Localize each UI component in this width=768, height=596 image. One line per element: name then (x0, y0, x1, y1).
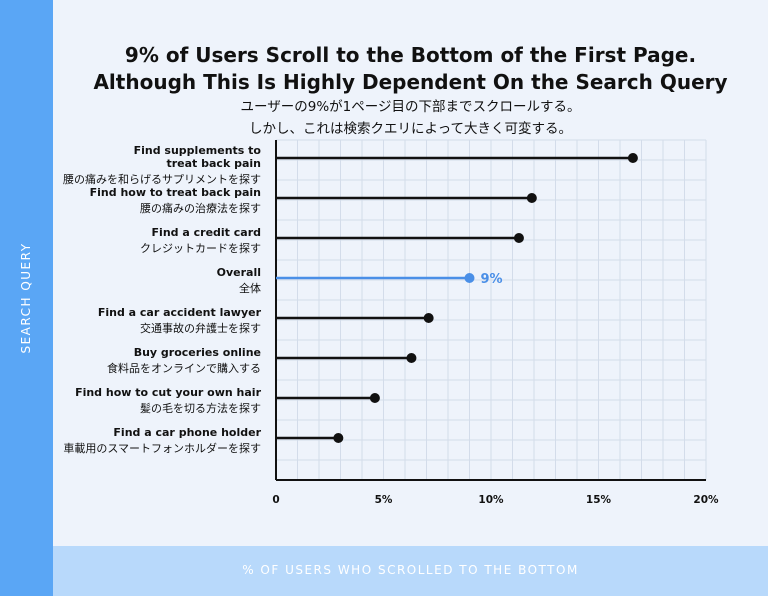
category-label-en: Find supplements to (133, 144, 261, 157)
x-axis-label: % OF USERS WHO SCROLLED TO THE BOTTOM (242, 563, 579, 577)
category-label-en: Find how to treat back pain (89, 186, 261, 199)
x-axis-band: % OF USERS WHO SCROLLED TO THE BOTTOM (53, 546, 768, 596)
category-label-ja: 腰の痛みの治療法を探す (140, 202, 261, 215)
x-tick-label: 15% (586, 494, 612, 506)
category-label-en: Find how to cut your own hair (75, 386, 261, 399)
chart-subtitle-line-2: しかし、これは検索クエリによって大きく可変する。 (249, 121, 572, 137)
category-label-ja: 交通事故の弁護士を探す (140, 322, 261, 335)
bar-dot (526, 193, 537, 203)
bar-dot (406, 353, 417, 363)
category-label-en: Overall (216, 266, 261, 279)
bar-dot (513, 233, 524, 243)
category-label-en: Buy groceries online (133, 346, 261, 359)
x-tick-label: 20% (693, 494, 719, 506)
bar-dot (369, 393, 380, 403)
chart-subtitle-line-1: ユーザーの9%が1ページ目の下部までスクロールする。 (240, 99, 581, 115)
category-label-ja: 全体 (239, 282, 261, 295)
x-tick-label: 5% (375, 494, 393, 506)
chart-title-line-1: 9% of Users Scroll to the Bottom of the … (124, 43, 697, 67)
x-tick-label: 0 (272, 494, 279, 506)
category-label-en: Find a credit card (151, 226, 261, 239)
y-axis-band: SEARCH QUERY (0, 0, 53, 596)
category-label-ja: 髪の毛を切る方法を探す (140, 402, 261, 415)
category-label-en: Find a car accident lawyer (97, 306, 261, 319)
category-label-ja: 食料品をオンラインで購入する (107, 362, 261, 375)
x-tick-label: 10% (478, 494, 504, 506)
category-label-ja: 腰の痛みを和らげるサプリメントを探す (63, 173, 261, 186)
bar-dot (464, 273, 475, 283)
bar-dot (423, 313, 434, 323)
category-label-en: Find a car phone holder (113, 426, 261, 439)
chart-title-line-2: Although This Is Highly Dependent On the… (93, 70, 728, 94)
category-label-en: treat back pain (166, 157, 261, 170)
bar-dot (333, 433, 344, 443)
bar-dot (627, 153, 638, 163)
category-label-ja: クレジットカードを探す (140, 242, 261, 255)
data-label: 9% (481, 272, 503, 287)
category-label-ja: 車載用のスマートフォンホルダーを探す (63, 442, 261, 455)
